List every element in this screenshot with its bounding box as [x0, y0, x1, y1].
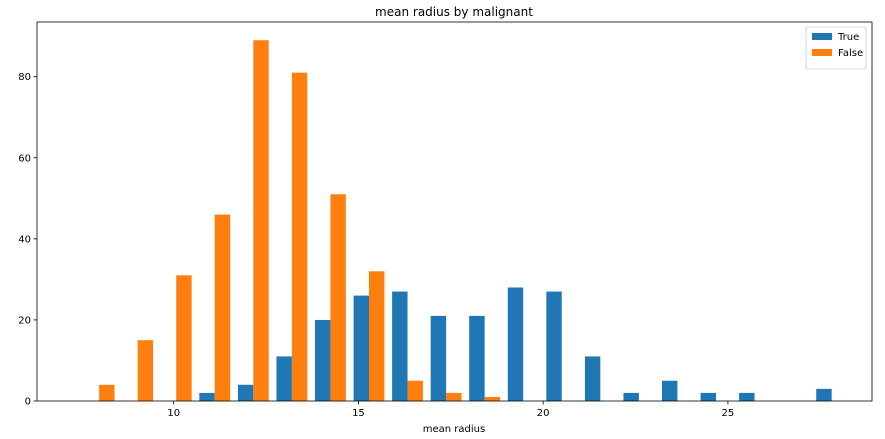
- legend-label-false: False: [838, 48, 863, 59]
- bar-false-10: [484, 396, 501, 401]
- bar-false-2: [176, 275, 192, 401]
- y-tick-label-60: 60: [18, 153, 31, 164]
- bar-true-10: [469, 315, 485, 401]
- plot-frame: [36, 21, 873, 402]
- x-axis: 10 15 20 25: [167, 401, 734, 419]
- bar-true-5: [276, 356, 292, 401]
- bar-true-4: [237, 384, 254, 401]
- bar-true-6: [315, 319, 331, 401]
- bar-true-7: [353, 295, 369, 401]
- x-axis-label: mean radius: [423, 424, 485, 435]
- bar-false-8: [407, 380, 423, 401]
- bar-false-7: [369, 271, 385, 401]
- bar-true-3: [199, 392, 215, 401]
- x-tick-label-10: 10: [167, 408, 180, 419]
- bar-true-17: [739, 392, 755, 401]
- y-tick-label-0: 0: [25, 397, 31, 408]
- y-tick-label-80: 80: [18, 72, 31, 83]
- y-axis: 0 20 40 60 80: [18, 72, 37, 408]
- x-tick-label-20: 20: [537, 408, 550, 419]
- bar-false-4: [253, 40, 269, 402]
- bar-false-0: [99, 384, 115, 401]
- bar-false-3: [214, 214, 231, 401]
- chart-title: mean radius by malignant: [375, 5, 533, 19]
- bar-true-8: [392, 291, 408, 401]
- bar-false-1: [137, 340, 154, 401]
- bar-true-15: [662, 380, 678, 401]
- y-tick-label-20: 20: [18, 315, 31, 326]
- bar-true-9: [430, 315, 447, 401]
- x-tick-label-15: 15: [352, 408, 365, 419]
- legend: True False: [805, 26, 867, 70]
- bar-true-12: [546, 291, 562, 401]
- legend-label-true: True: [837, 32, 859, 43]
- bar-false-5: [291, 72, 308, 402]
- bar-true-14: [623, 392, 639, 401]
- bars-group: [99, 40, 832, 402]
- legend-swatch-false: [812, 49, 832, 56]
- bar-true-13: [584, 356, 601, 401]
- bar-true-16: [700, 392, 717, 401]
- bar-false-9: [446, 392, 462, 401]
- legend-swatch-true: [812, 33, 832, 40]
- y-tick-label-40: 40: [18, 234, 31, 245]
- x-tick-label-25: 25: [722, 408, 735, 419]
- bar-true-19: [816, 388, 832, 401]
- bar-true-11: [507, 287, 524, 401]
- bar-false-6: [330, 194, 346, 401]
